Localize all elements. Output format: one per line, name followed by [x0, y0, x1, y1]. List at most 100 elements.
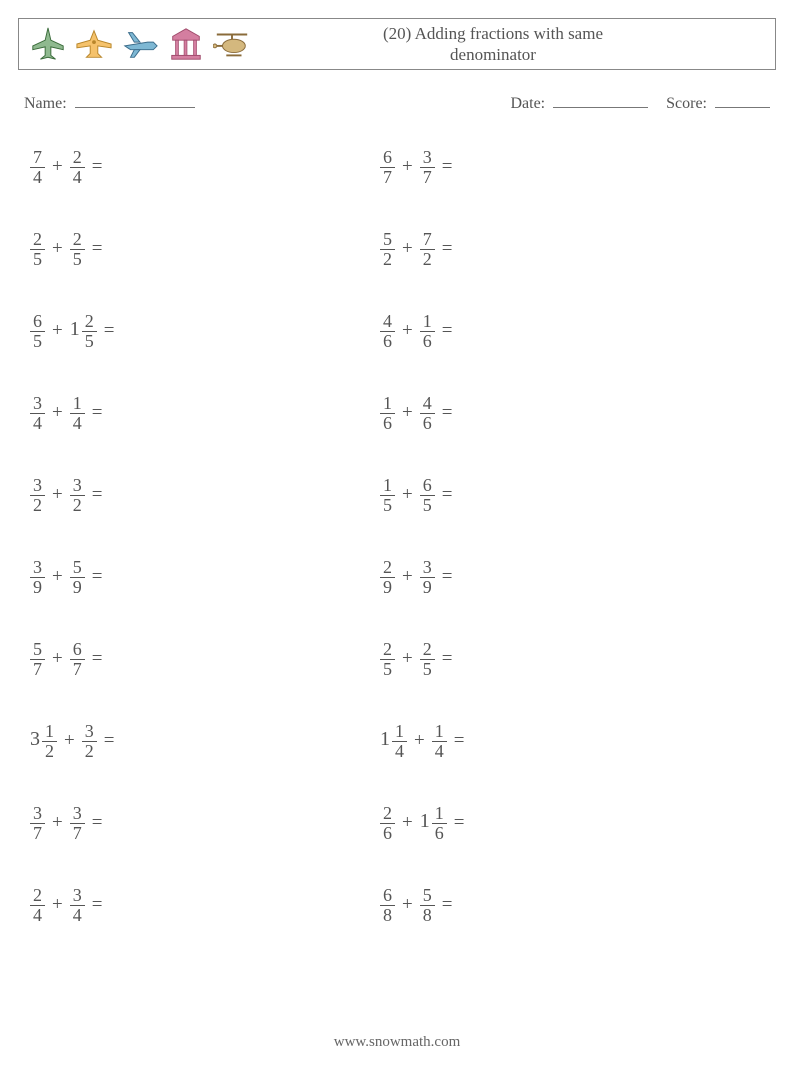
numerator: 2 — [30, 886, 45, 905]
denominator: 6 — [380, 823, 395, 843]
denominator: 9 — [380, 577, 395, 597]
denominator: 7 — [70, 823, 85, 843]
plane-front-icon — [75, 25, 113, 63]
denominator: 2 — [42, 741, 57, 761]
numerator: 6 — [420, 476, 435, 495]
numerator: 3 — [70, 886, 85, 905]
name-field: Name: — [24, 92, 510, 113]
numerator: 1 — [432, 722, 447, 741]
fraction: 37 — [420, 148, 435, 187]
numerator: 5 — [30, 640, 45, 659]
denominator: 5 — [420, 495, 435, 515]
problem: 39+59= — [30, 553, 380, 601]
numerator: 2 — [70, 230, 85, 249]
numerator: 2 — [380, 804, 395, 823]
problem: 37+37= — [30, 799, 380, 847]
equals-sign: = — [442, 648, 453, 670]
fraction: 16 — [432, 804, 447, 843]
fraction: 29 — [380, 558, 395, 597]
numerator: 1 — [70, 394, 85, 413]
denominator: 4 — [70, 167, 85, 187]
denominator: 4 — [30, 413, 45, 433]
equals-sign: = — [454, 730, 465, 752]
fraction: 32 — [30, 476, 45, 515]
equals-sign: = — [442, 238, 453, 260]
fraction: 37 — [70, 804, 85, 843]
equals-sign: = — [442, 156, 453, 178]
equals-sign: = — [92, 156, 103, 178]
numerator: 2 — [380, 640, 395, 659]
problem: 32+32= — [30, 471, 380, 519]
fraction: 67 — [380, 148, 395, 187]
fraction: 74 — [30, 148, 45, 187]
fraction: 16 — [420, 312, 435, 351]
fraction: 65 — [420, 476, 435, 515]
plus-operator: + — [402, 238, 413, 260]
problem: 29+39= — [380, 553, 730, 601]
fraction: 24 — [70, 148, 85, 187]
denominator: 2 — [420, 249, 435, 269]
fraction: 32 — [82, 722, 97, 761]
equals-sign: = — [92, 648, 103, 670]
numerator: 2 — [82, 312, 97, 331]
fraction: 68 — [380, 886, 395, 925]
header-icons — [19, 25, 251, 63]
fraction: 24 — [30, 886, 45, 925]
problem: 34+14= — [30, 389, 380, 437]
denominator: 5 — [30, 249, 45, 269]
denominator: 9 — [420, 577, 435, 597]
plus-operator: + — [52, 894, 63, 916]
fraction: 25 — [82, 312, 97, 351]
equals-sign: = — [442, 402, 453, 424]
plus-operator: + — [402, 402, 413, 424]
fraction: 26 — [380, 804, 395, 843]
numerator: 2 — [30, 230, 45, 249]
fraction: 67 — [70, 640, 85, 679]
problem: 46+16= — [380, 307, 730, 355]
plus-operator: + — [402, 648, 413, 670]
numerator: 6 — [380, 148, 395, 167]
equals-sign: = — [92, 402, 103, 424]
numerator: 1 — [42, 722, 57, 741]
problem: 74 +24 = — [30, 143, 380, 191]
denominator: 2 — [380, 249, 395, 269]
numerator: 3 — [30, 476, 45, 495]
name-blank — [75, 92, 195, 108]
fraction: 14 — [432, 722, 447, 761]
numerator: 3 — [70, 476, 85, 495]
denominator: 9 — [30, 577, 45, 597]
numerator: 3 — [70, 804, 85, 823]
numerator: 6 — [30, 312, 45, 331]
denominator: 8 — [380, 905, 395, 925]
plus-operator: + — [52, 156, 63, 178]
fraction: 16 — [380, 394, 395, 433]
whole-number: 1 — [380, 728, 390, 750]
numerator: 1 — [380, 476, 395, 495]
problem: 25+25= — [380, 635, 730, 683]
denominator: 6 — [420, 331, 435, 351]
plus-operator: + — [52, 648, 63, 670]
numerator: 1 — [392, 722, 407, 741]
equals-sign: = — [92, 894, 103, 916]
fraction: 65 — [30, 312, 45, 351]
denominator: 7 — [420, 167, 435, 187]
plus-operator: + — [414, 730, 425, 752]
plus-operator: + — [402, 812, 413, 834]
problems-grid: 74+24=67+37=25+25=52+72=65+125=46+16=34+… — [30, 143, 794, 929]
plane-side-icon — [121, 25, 159, 63]
denominator: 7 — [70, 659, 85, 679]
numerator: 4 — [380, 312, 395, 331]
numerator: 7 — [420, 230, 435, 249]
denominator: 4 — [392, 741, 407, 761]
numerator: 3 — [420, 148, 435, 167]
plus-operator: + — [402, 894, 413, 916]
denominator: 7 — [30, 659, 45, 679]
problem: 15+65= — [380, 471, 730, 519]
fraction: 34 — [70, 886, 85, 925]
score-blank — [715, 92, 770, 108]
denominator: 6 — [420, 413, 435, 433]
denominator: 5 — [380, 659, 395, 679]
jet-icon — [29, 25, 67, 63]
fraction: 32 — [70, 476, 85, 515]
denominator: 2 — [70, 495, 85, 515]
